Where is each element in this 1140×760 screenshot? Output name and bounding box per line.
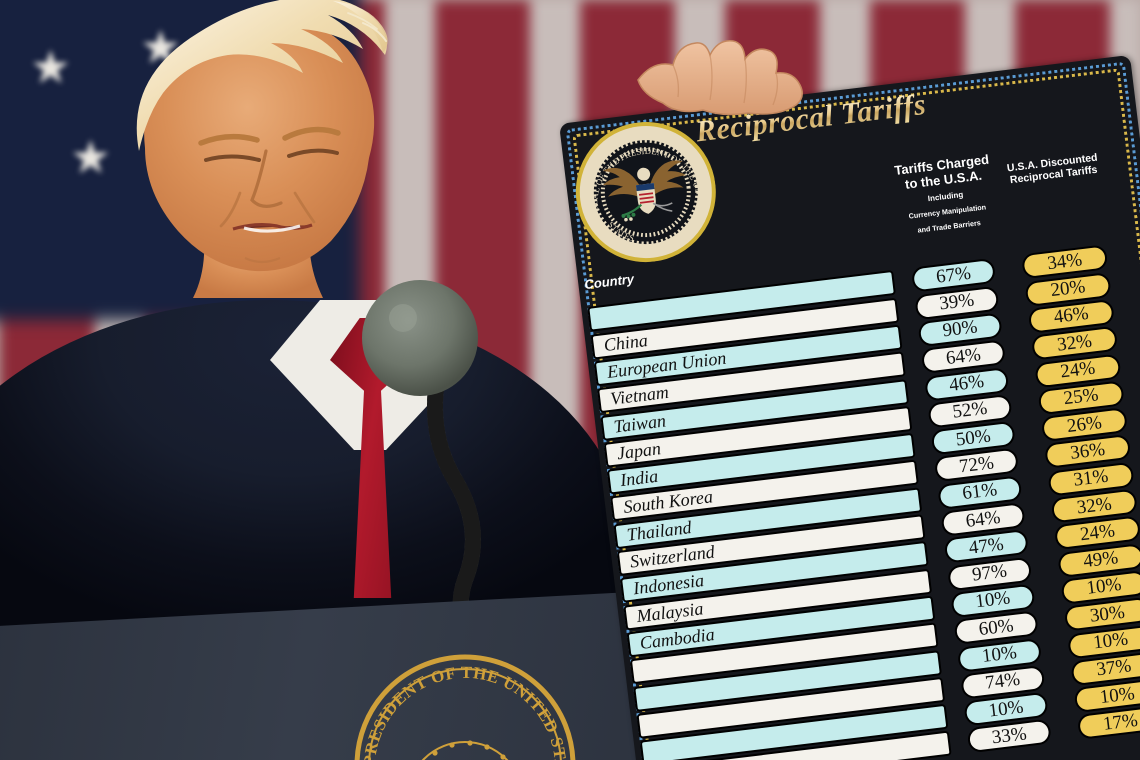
svg-text:PRESIDENT OF THE UNITED STATES: PRESIDENT OF THE UNITED STATES <box>350 650 570 760</box>
